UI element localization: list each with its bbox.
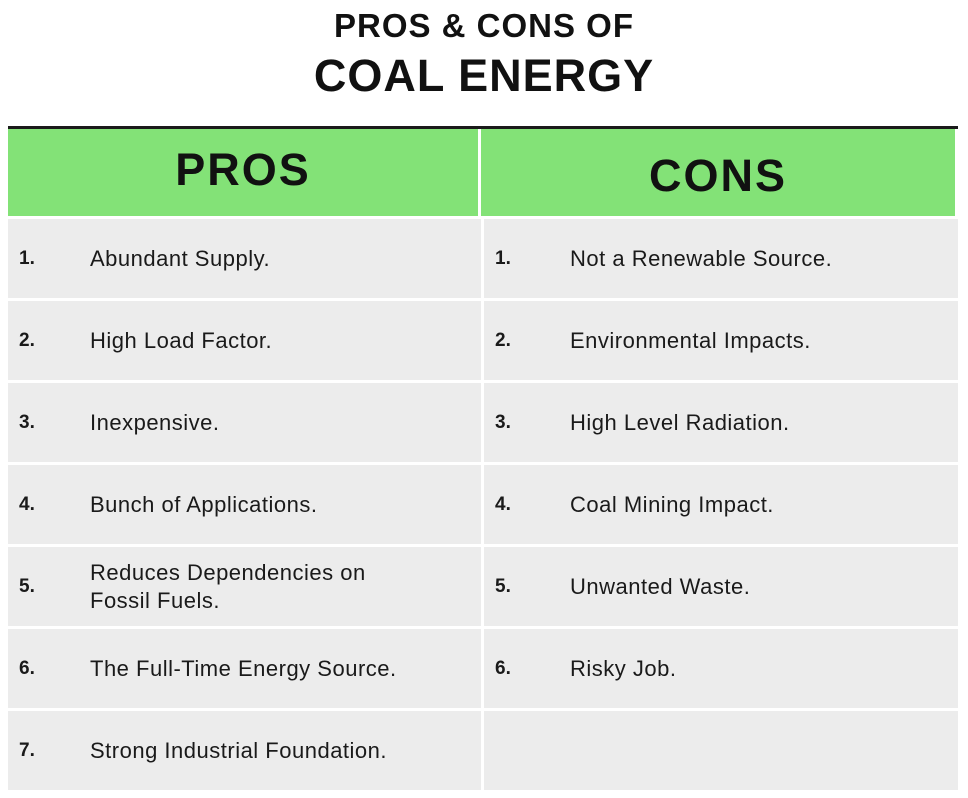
con-text: Risky Job. [570, 655, 677, 681]
table-header-row: PROS CONS [8, 129, 958, 216]
con-text: Unwanted Waste. [570, 573, 751, 599]
pro-number: 5. [19, 575, 35, 597]
con-number: 2. [495, 329, 511, 351]
con-number: 4. [495, 493, 511, 515]
title-line-1: PROS & CONS OF [333, 7, 635, 44]
con-number: 1. [495, 247, 511, 269]
pro-cell: 2. High Load Factor. [8, 301, 481, 380]
con-number: 5. [495, 575, 511, 597]
con-cell: 5. Unwanted Waste. [484, 547, 958, 626]
pro-number: 3. [19, 411, 35, 433]
con-cell: 1. Not a Renewable Source. [484, 219, 958, 298]
con-number: 6. [495, 657, 511, 679]
pros-header: PROS [8, 129, 481, 216]
con-cell: 4. Coal Mining Impact. [484, 465, 958, 544]
pro-text: Bunch of Applications. [90, 491, 318, 517]
pro-text: Reduces Dependencies on Fossil Fuels. [90, 559, 366, 613]
empty-cell [484, 711, 958, 790]
title-line-2: COAL ENERGY [313, 50, 655, 101]
pro-text: Strong Industrial Foundation. [90, 737, 388, 763]
table-row: 1. Abundant Supply. 1. Not a Renewable S… [8, 219, 958, 298]
con-text: Not a Renewable Source. [570, 245, 833, 271]
pro-cell: 3. Inexpensive. [8, 383, 481, 462]
pro-number: 6. [19, 657, 35, 679]
pros-cons-table: PROS CONS 1. Abundant Supply. 1. Not a R… [8, 126, 958, 790]
table-row: 6. The Full-Time Energy Source. 6. Risky… [8, 629, 958, 708]
con-text: Coal Mining Impact. [570, 491, 774, 517]
pro-text: The Full-Time Energy Source. [90, 655, 397, 681]
con-text: Environmental Impacts. [570, 327, 811, 353]
pro-text: High Load Factor. [90, 327, 273, 353]
pro-cell: 5. Reduces Dependencies on Fossil Fuels. [8, 547, 481, 626]
pro-cell: 6. The Full-Time Energy Source. [8, 629, 481, 708]
pro-text: Inexpensive. [90, 409, 220, 435]
table-row: 4. Bunch of Applications. 4. Coal Mining… [8, 465, 958, 544]
pro-cell: 1. Abundant Supply. [8, 219, 481, 298]
pro-cell: 7. Strong Industrial Foundation. [8, 711, 481, 790]
table-row: 7. Strong Industrial Foundation. [8, 711, 958, 790]
table-row: 3. Inexpensive. 3. High Level Radiation. [8, 383, 958, 462]
cons-header: CONS [481, 129, 955, 216]
con-text: High Level Radiation. [570, 409, 790, 435]
con-cell: 3. High Level Radiation. [484, 383, 958, 462]
con-cell: 2. Environmental Impacts. [484, 301, 958, 380]
pro-number: 7. [19, 739, 35, 761]
con-cell: 6. Risky Job. [484, 629, 958, 708]
pro-number: 1. [19, 247, 35, 269]
pro-number: 2. [19, 329, 35, 351]
table-row: 5. Reduces Dependencies on Fossil Fuels.… [8, 547, 958, 626]
pro-text: Abundant Supply. [90, 245, 271, 271]
pro-cell: 4. Bunch of Applications. [8, 465, 481, 544]
con-number: 3. [495, 411, 511, 433]
table-row: 2. High Load Factor. 2. Environmental Im… [8, 301, 958, 380]
pro-number: 4. [19, 493, 35, 515]
